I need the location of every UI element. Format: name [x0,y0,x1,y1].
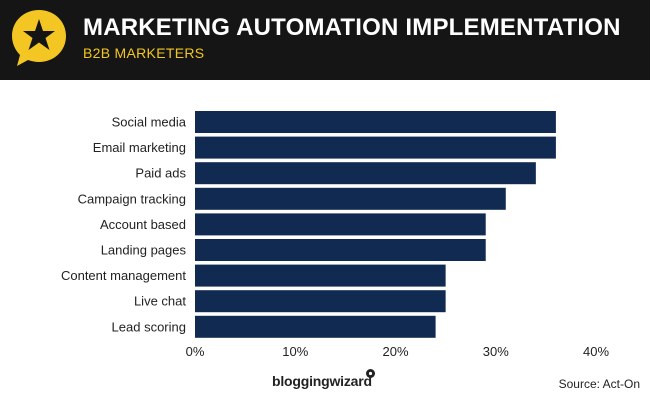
category-label: Live chat [134,294,186,309]
category-label: Landing pages [101,243,187,258]
bar-email-marketing [195,136,556,159]
bar-account-based [195,213,486,236]
x-tick-label: 10% [282,344,308,359]
bar-campaign-tracking [195,187,506,210]
star-speech-bubble-icon [12,10,66,66]
x-tick-label: 30% [483,344,509,359]
category-label: Campaign tracking [78,191,186,206]
bar-lead-scoring [195,315,436,338]
bar-live-chat [195,290,446,313]
category-label: Content management [61,268,186,283]
category-label: Paid ads [135,166,186,181]
header-banner: MARKETING AUTOMATION IMPLEMENTATION B2B … [0,0,650,80]
category-label: Email marketing [93,140,186,155]
bar-social-media [195,111,556,133]
bar-content-management [195,264,446,287]
category-label: Account based [100,217,186,232]
x-tick-label: 20% [382,344,408,359]
category-label: Lead scoring [112,319,186,334]
x-tick-label: 0% [186,344,205,359]
category-label: Social media [112,115,187,130]
source-note: Source: Act-On [558,377,640,391]
x-tick-label: 40% [583,344,609,359]
brand-logo: bloggingwizard [272,373,372,389]
page-subtitle: B2B MARKETERS [83,45,205,61]
page-title: MARKETING AUTOMATION IMPLEMENTATION [83,14,621,41]
bar-chart: Social media Email marketing Paid ads Campa… [61,111,609,359]
brand-hat-icon [366,369,375,378]
bar-paid-ads [195,162,536,185]
bar-landing-pages [195,239,486,261]
